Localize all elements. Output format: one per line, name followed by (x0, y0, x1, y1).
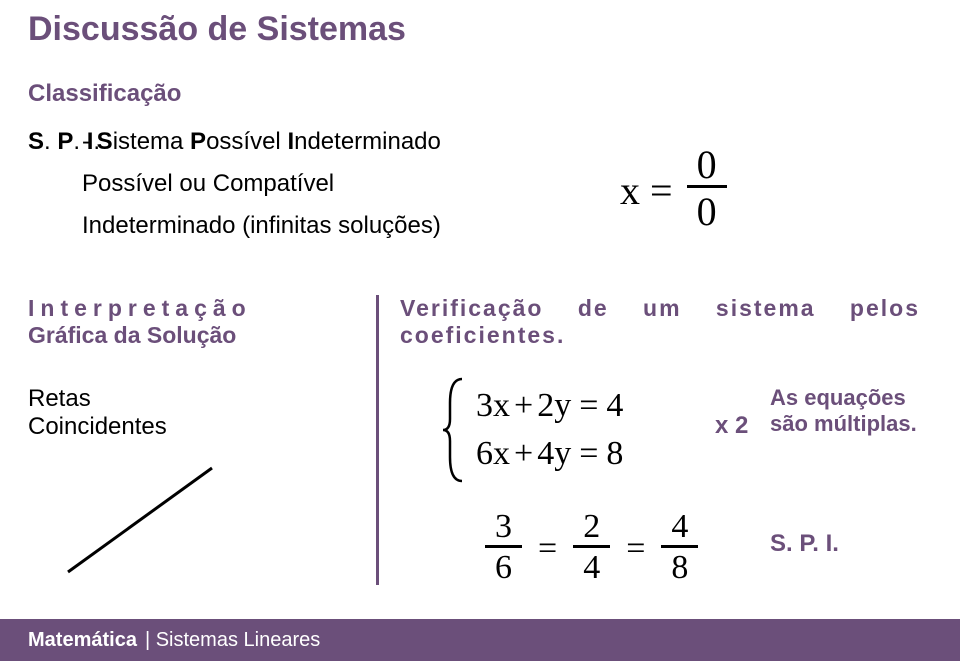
x-equals: x = (620, 167, 673, 214)
equations-column: 3x + 2y = 4 6x + 4y = 8 (474, 387, 625, 473)
numerator: 0 (687, 145, 727, 188)
zero-fraction: x = 0 0 (620, 145, 727, 236)
interp-line1: Interpretação (28, 295, 252, 321)
equals-1: = (538, 530, 557, 568)
ratio-2: 2 4 (573, 508, 610, 589)
description-line-1: - Sistema Possível Indeterminado (82, 128, 441, 156)
multiples-note: As equaçõessão múltiplas. (770, 385, 950, 437)
equation-2: 6x + 4y = 8 (474, 435, 625, 473)
equation-1: 3x + 2y = 4 (474, 387, 625, 425)
page-title: Discussão de Sistemas (28, 10, 406, 49)
ratio-3: 4 8 (661, 508, 698, 589)
spi-result-label: S. P. I. (770, 530, 839, 558)
s-letter: S (28, 128, 44, 155)
p-letter: P (57, 128, 73, 155)
multiply-by-2-label: x 2 (715, 412, 748, 440)
footer-subject: Matemática (28, 629, 137, 652)
fraction-0-0: 0 0 (687, 145, 727, 236)
description-line-3: Indeterminado (infinitas soluções) (82, 212, 441, 240)
footer-bar: Matemática | Sistemas Lineares (0, 619, 960, 661)
coincident-lines-graphic (60, 460, 220, 580)
footer-topic: | Sistemas Lineares (145, 629, 320, 652)
interp-line2: Gráfica da Solução (28, 322, 236, 348)
ratio-1: 3 6 (485, 508, 522, 589)
coefficient-ratios: 3 6 = 2 4 = 4 8 (475, 508, 708, 589)
verification-heading: Verificação de um sistema pelos coeficie… (400, 295, 920, 349)
section-subtitle: Classificação (28, 80, 181, 108)
description-line-2: Possível ou Compatível (82, 170, 334, 198)
retas-label: RetasCoincidentes (28, 385, 167, 441)
vertical-divider (376, 295, 379, 585)
interpretation-heading: Interpretação Gráfica da Solução (28, 295, 368, 349)
equals-2: = (626, 530, 645, 568)
equation-system: 3x + 2y = 4 6x + 4y = 8 (440, 375, 625, 485)
denominator: 0 (687, 188, 727, 236)
left-brace-icon (440, 375, 468, 485)
